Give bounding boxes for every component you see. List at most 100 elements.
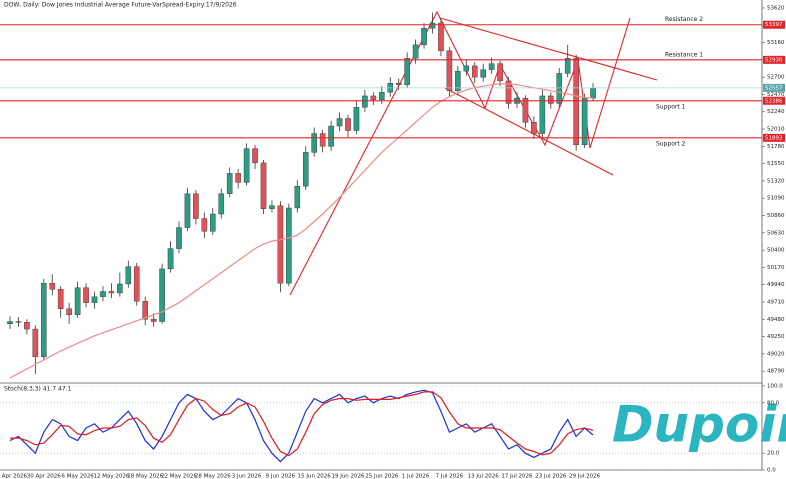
y-tick-label: 51320 [767,178,785,184]
y-tick-label: 48790 [767,369,785,375]
y-tick-label: 49940 [767,282,785,288]
candle-body [125,266,132,285]
candle-body [201,218,208,232]
chart-title: DOW, Daily: Dow Jones Industrial Average… [4,2,237,9]
moving-average [9,83,594,379]
candle-body [176,227,182,249]
last-price-box [763,83,785,92]
candle-body [379,91,385,100]
candle-body [108,291,115,294]
x-tick-label: 29 Jul 2026 [569,474,601,479]
y-tick-label: 50400 [767,248,785,254]
candle-body [41,282,47,358]
candle-body [184,193,191,228]
y-tick-label: 80.0 [767,400,780,406]
candle-body [488,63,495,70]
y-tick-label: 53160 [767,40,785,46]
channel-lower [444,87,614,176]
candle-body [167,248,174,270]
candle-body [345,118,351,131]
candle-body [438,22,444,52]
candle-body [302,152,309,187]
indicator-title: Stoch(8,3,3) 41.7 47.1 [4,386,72,393]
x-tick-label: 17 Jul 2026 [501,474,533,479]
last-price-label: 52557 [765,85,783,91]
x-tick-label: 7 Jul 2026 [436,474,464,479]
x-tick-label: 3 Jun 2026 [232,474,262,479]
candle-body [581,98,588,146]
level-price-box [763,55,785,64]
channel-upper [439,17,658,81]
x-tick-label: 9 Jun 2026 [266,474,296,479]
candle-body [286,207,292,284]
stoch-line [9,389,594,463]
candle-body [150,319,157,322]
candle-body [311,133,318,153]
x-tick-label: 24 Apr 2026 [0,474,28,479]
level-label: Resistance 2 [665,16,703,23]
candle-body [480,69,487,78]
candle-body [497,63,503,82]
candle-body [15,321,22,323]
candle-body [193,193,199,219]
zigzag-line [289,10,631,296]
candle-body [252,148,258,164]
candle-body [235,173,241,183]
level-label: Resistance 1 [665,51,703,58]
x-tick-label: 22 May 2026 [161,474,197,479]
candle-body [564,58,571,74]
candle-body [209,213,216,232]
x-tick-label: 6 May 2026 [61,474,94,479]
y-tick-label: 52010 [767,127,785,133]
candle-body [590,87,596,99]
candle-body [159,268,165,322]
candle-body [260,162,267,209]
candle-body [269,205,275,209]
candle-body [83,287,89,303]
level-price-box [763,133,785,142]
candle-body [531,122,537,134]
candle-body [319,133,326,147]
candle-body [556,73,563,104]
y-tick-label: 51550 [767,161,785,167]
level-price-label: 52386 [765,98,783,104]
candle-body [412,44,419,59]
stoch-line [10,391,594,457]
candle-body [548,95,554,104]
candle-body [91,296,98,303]
level-price-label: 51893 [765,135,783,141]
trendlines [289,10,658,296]
x-tick-label: 1 Jul 2026 [402,474,430,479]
candle-body [24,322,30,330]
y-tick-label: 50630 [767,230,785,236]
x-tick-label: 18 May 2026 [127,474,163,479]
x-tick-label: 12 May 2026 [93,474,129,479]
candle-body [370,95,377,100]
candle-body [336,118,343,127]
candle-body [226,173,233,194]
candle-body [243,148,250,183]
candle-body [446,50,453,91]
y-tick-label: 20.0 [767,451,780,457]
candle-body [49,282,56,290]
candle-body [455,70,461,91]
y-tick-label: 49480 [767,317,785,323]
candle-body [294,185,301,209]
y-tick-label: 50170 [767,265,785,271]
y-tick-label: 53620 [767,5,785,11]
candle-body [505,80,512,104]
y-tick-label: 52470 [767,92,785,98]
y-tick-label: 100.0 [767,384,783,390]
x-tick-label: 28 May 2026 [195,474,231,479]
y-tick-label: 52700 [767,75,785,81]
x-tick-label: 15 Jun 2026 [298,474,332,479]
level-price-label: 53397 [765,22,783,28]
y-tick-label: 51780 [767,144,785,150]
x-tick-label: 13 Jul 2026 [468,474,500,479]
x-tick-label: 19 Jun 2026 [331,474,365,479]
candle-body [404,58,410,85]
level-price-box [763,20,785,29]
candle-body [539,95,546,134]
candle-body [100,291,106,297]
candle-body [57,289,64,309]
